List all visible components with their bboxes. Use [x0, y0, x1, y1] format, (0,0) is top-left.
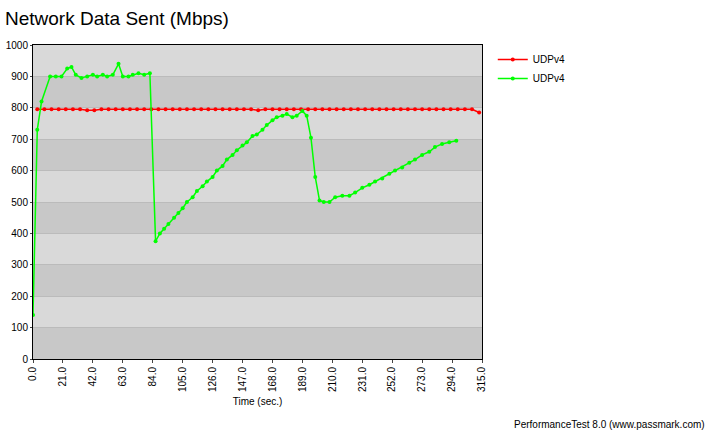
svg-text:100: 100 [11, 322, 28, 333]
svg-text:126.0: 126.0 [207, 367, 218, 392]
svg-text:21.0: 21.0 [57, 367, 68, 387]
svg-text:84.0: 84.0 [147, 367, 158, 387]
svg-text:189.0: 189.0 [297, 367, 308, 392]
svg-text:UDPv4: UDPv4 [533, 54, 565, 65]
svg-text:700: 700 [11, 134, 28, 145]
svg-text:Network Data Sent (Mbps): Network Data Sent (Mbps) [5, 8, 229, 29]
svg-text:1000: 1000 [6, 40, 29, 51]
svg-text:0: 0 [22, 354, 28, 365]
svg-text:300: 300 [11, 259, 28, 270]
svg-text:Time (sec.): Time (sec.) [233, 396, 283, 407]
svg-text:294.0: 294.0 [446, 367, 457, 392]
svg-text:105.0: 105.0 [177, 367, 188, 392]
svg-text:900: 900 [11, 71, 28, 82]
svg-text:252.0: 252.0 [386, 367, 397, 392]
svg-text:63.0: 63.0 [117, 367, 128, 387]
svg-text:400: 400 [11, 228, 28, 239]
svg-text:500: 500 [11, 197, 28, 208]
svg-text:210.0: 210.0 [327, 367, 338, 392]
svg-text:42.0: 42.0 [87, 367, 98, 387]
svg-text:0.0: 0.0 [27, 367, 38, 381]
svg-text:273.0: 273.0 [416, 367, 427, 392]
svg-text:600: 600 [11, 165, 28, 176]
svg-text:PerformanceTest 8.0 (www.passm: PerformanceTest 8.0 (www.passmark.com) [514, 419, 705, 430]
svg-text:315.0: 315.0 [476, 367, 487, 392]
svg-text:231.0: 231.0 [357, 367, 368, 392]
svg-text:UDPv4: UDPv4 [533, 73, 565, 84]
svg-text:800: 800 [11, 102, 28, 113]
svg-text:147.0: 147.0 [237, 367, 248, 392]
svg-text:200: 200 [11, 291, 28, 302]
svg-text:168.0: 168.0 [267, 367, 278, 392]
